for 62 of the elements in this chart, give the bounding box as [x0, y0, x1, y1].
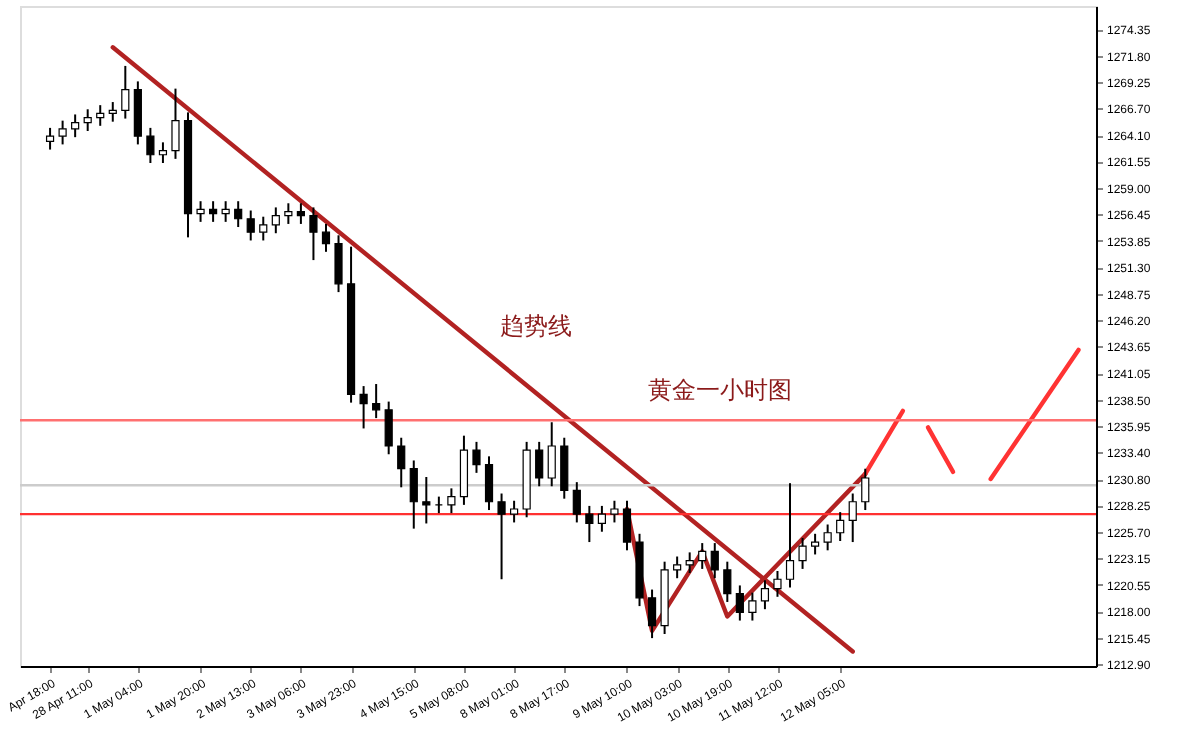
candlestick: [811, 532, 820, 556]
candlestick: [484, 455, 494, 512]
candlestick: [836, 511, 845, 543]
candlestick: [58, 119, 67, 146]
candlestick: [309, 206, 318, 262]
candlestick: [83, 108, 92, 132]
candlestick: [459, 434, 469, 506]
candlestick: [798, 536, 807, 570]
candlestick: [158, 141, 168, 164]
candlestick: [384, 400, 393, 456]
candlestick: [234, 200, 243, 229]
annotation: 黄金一小时图: [648, 376, 792, 404]
candlestick: [572, 481, 581, 524]
candlestick: [321, 222, 331, 253]
candlestick: [510, 499, 519, 524]
candlestick: [284, 202, 293, 225]
candlestick: [296, 202, 305, 225]
candlestick: [334, 234, 343, 294]
candlestick: [547, 421, 556, 488]
candlestick: [773, 569, 782, 598]
candlestick: [585, 504, 594, 544]
candlestick: [196, 200, 205, 223]
annotation: 趋势线: [500, 312, 572, 340]
candlestick: [861, 467, 870, 512]
candlestick: [96, 104, 105, 127]
candlestick: [397, 436, 406, 489]
candlestick: [422, 475, 431, 525]
candlestick: [723, 560, 732, 603]
candlestick: [735, 584, 744, 622]
candlestick: [447, 487, 456, 515]
candlestick: [673, 555, 682, 580]
candlestick: [45, 126, 55, 151]
candlestick: [171, 87, 180, 160]
candlestick: [409, 459, 418, 530]
candlestick: [246, 209, 255, 242]
candlestick: [647, 588, 657, 640]
candlestick: [748, 591, 757, 622]
candlestick: [259, 215, 268, 242]
candlestick: [785, 482, 795, 589]
candlestick: [121, 64, 130, 120]
candlestick: [221, 200, 230, 223]
candlestick: [271, 206, 280, 235]
candlestick: [497, 492, 506, 581]
candlestick: [146, 126, 155, 164]
candlestick: [560, 436, 569, 500]
candlestick: [622, 499, 632, 552]
candlestick: [359, 385, 368, 430]
candlestick: [848, 492, 857, 544]
candlestick: [710, 542, 719, 580]
candlestick: [71, 113, 80, 139]
candlestick: [535, 440, 544, 488]
candlestick: [108, 101, 117, 123]
candlestick: [133, 80, 142, 146]
candlestick: [472, 440, 481, 474]
candlestick: [610, 499, 619, 524]
candlestick: [760, 579, 770, 611]
candlestick: [685, 551, 694, 575]
candlestick: [372, 383, 381, 420]
candlestick: [823, 523, 832, 552]
candlestick: [597, 504, 606, 533]
candlestick: [209, 200, 218, 223]
candlestick: [698, 542, 707, 570]
